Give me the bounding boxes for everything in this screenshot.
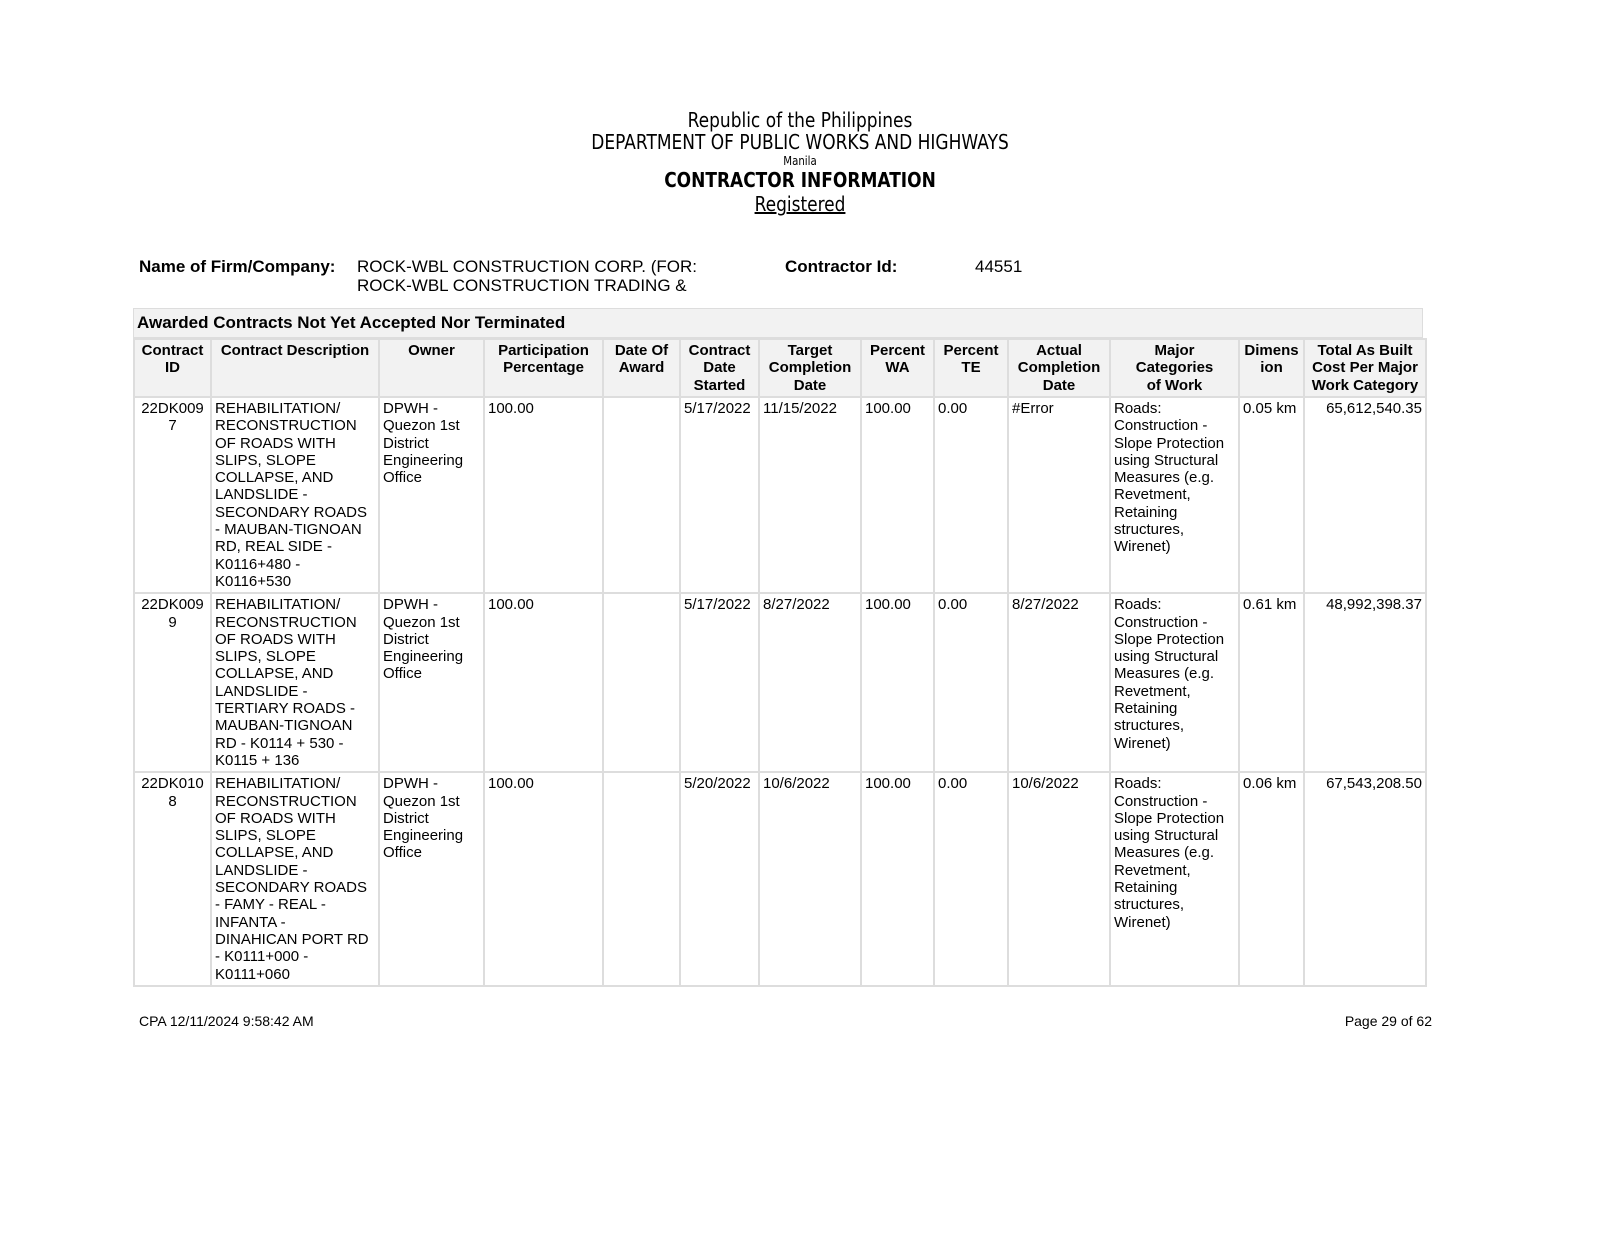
table-header-row: Contract ID Contract Description Owner Part…: [133, 338, 1427, 398]
table-row: 22DK009 7 REHABILITATION/ RECONSTRUCTION …: [133, 395, 1427, 595]
header-city: Manila: [783, 154, 817, 168]
table-cell: Roads: Construction - Slope Protection u…: [1109, 771, 1240, 987]
section-title: Awarded Contracts Not Yet Accepted Nor T…: [133, 308, 1423, 338]
column-header: Dimens ion: [1238, 338, 1305, 398]
table-cell: 22DK009 7: [133, 395, 212, 595]
table-cell: [602, 771, 681, 987]
contractor-id-label: Contractor Id:: [785, 257, 898, 276]
table-cell: 100.00: [483, 395, 604, 595]
table-cell: DPWH - Quezon 1st District Engineering O…: [378, 395, 485, 595]
table-cell: 0.61 km: [1238, 592, 1305, 774]
column-header: Percent TE: [933, 338, 1009, 398]
firm-name-value: ROCK-WBL CONSTRUCTION CORP. (FOR: ROCK-W…: [357, 257, 698, 297]
table-cell: 0.05 km: [1238, 395, 1305, 595]
column-header: Total As Built Cost Per Major Work Categ…: [1303, 338, 1427, 398]
table-cell: DPWH - Quezon 1st District Engineering O…: [378, 592, 485, 774]
column-header: Contract ID: [133, 338, 212, 398]
column-header: Percent WA: [860, 338, 935, 398]
footer-timestamp: CPA 12/11/2024 9:58:42 AM: [139, 1013, 314, 1029]
table-cell: 0.06 km: [1238, 771, 1305, 987]
table-cell: Roads: Construction - Slope Protection u…: [1109, 395, 1240, 595]
registration-status: Registered: [754, 192, 846, 216]
header-republic: Republic of the Philippines: [687, 108, 913, 132]
table-cell: 11/15/2022: [758, 395, 862, 595]
column-header: Target Completion Date: [758, 338, 862, 398]
table-cell: 48,992,398.37: [1303, 592, 1427, 774]
table-cell: 100.00: [860, 395, 935, 595]
table-cell: [602, 395, 681, 595]
table-cell: [602, 592, 681, 774]
table-cell: REHABILITATION/ RECONSTRUCTION OF ROADS …: [210, 771, 380, 987]
table-row: 22DK010 8 REHABILITATION/ RECONSTRUCTION …: [133, 771, 1427, 987]
table-cell: 5/17/2022: [679, 395, 760, 595]
table-cell: 0.00: [933, 771, 1009, 987]
table-cell: #Error: [1007, 395, 1111, 595]
table-cell: 100.00: [860, 592, 935, 774]
column-header: Contract Description: [210, 338, 380, 398]
header-department: DEPARTMENT OF PUBLIC WORKS AND HIGHWAYS: [591, 130, 1009, 154]
table-cell: 65,612,540.35: [1303, 395, 1427, 595]
table-cell: 5/20/2022: [679, 771, 760, 987]
table-cell: 100.00: [860, 771, 935, 987]
footer-page-number: Page 29 of 62: [1344, 1013, 1432, 1029]
table-cell: 10/6/2022: [1007, 771, 1111, 987]
table-cell: 100.00: [483, 592, 604, 774]
table-cell: REHABILITATION/ RECONSTRUCTION OF ROADS …: [210, 592, 380, 774]
table-cell: 10/6/2022: [758, 771, 862, 987]
table-cell: DPWH - Quezon 1st District Engineering O…: [378, 771, 485, 987]
table-cell: 0.00: [933, 395, 1009, 595]
column-header: Participation Percentage: [483, 338, 604, 398]
contracts-table: Contract ID Contract Description Owner Part…: [133, 338, 1427, 987]
table-row: 22DK009 9 REHABILITATION/ RECONSTRUCTION …: [133, 592, 1427, 774]
table-cell: 100.00: [483, 771, 604, 987]
table-cell: Roads: Construction - Slope Protection u…: [1109, 592, 1240, 774]
table-cell: REHABILITATION/ RECONSTRUCTION OF ROADS …: [210, 395, 380, 595]
column-header: Owner: [378, 338, 485, 398]
table-cell: 22DK010 8: [133, 771, 212, 987]
firm-name-label: Name of Firm/Company:: [139, 257, 336, 276]
table-cell: 8/27/2022: [758, 592, 862, 774]
column-header: Major Categories of Work: [1109, 338, 1240, 398]
column-header: Contract Date Started: [679, 338, 760, 398]
table-cell: 22DK009 9: [133, 592, 212, 774]
table-cell: 67,543,208.50: [1303, 771, 1427, 987]
column-header: Date Of Award: [602, 338, 681, 398]
contractor-id-value: 44551: [975, 257, 1023, 276]
page-title: CONTRACTOR INFORMATION: [664, 168, 936, 192]
column-header: Actual Completion Date: [1007, 338, 1111, 398]
table-cell: 5/17/2022: [679, 592, 760, 774]
table-cell: 8/27/2022: [1007, 592, 1111, 774]
table-cell: 0.00: [933, 592, 1009, 774]
